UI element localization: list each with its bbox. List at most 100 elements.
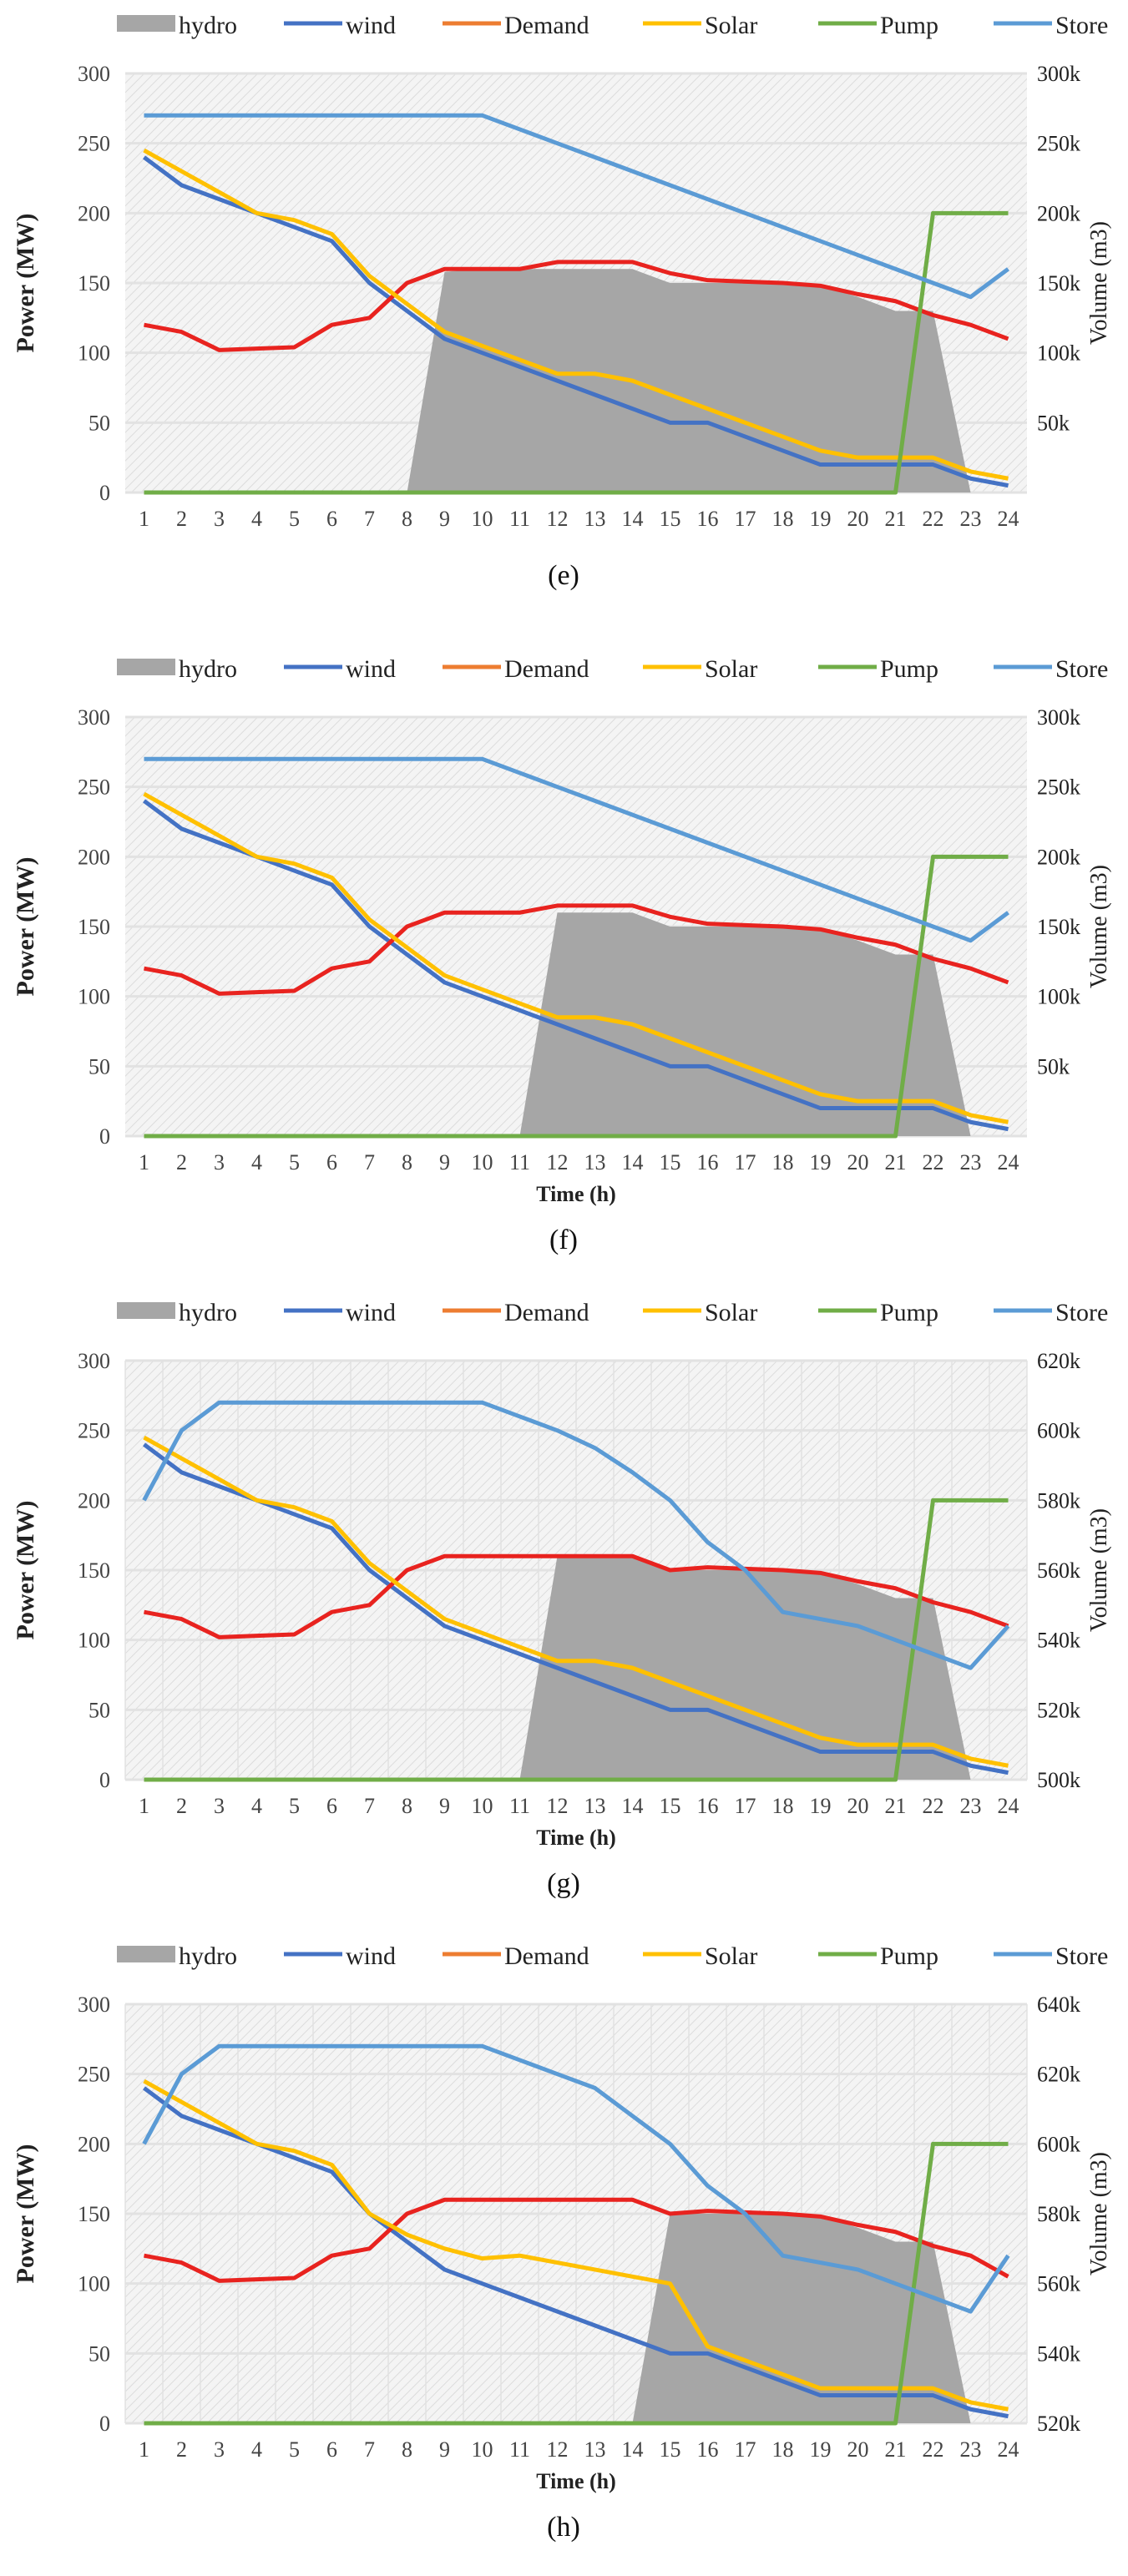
x-tick-label: 24 — [998, 507, 1019, 531]
y2-tick-label: 600k — [1037, 1419, 1080, 1443]
y2-tick-label: 250k — [1037, 775, 1080, 800]
series-line-store — [144, 756, 1009, 943]
x-tick-label: 3 — [214, 1794, 225, 1818]
y-tick-label: 100 — [78, 2272, 110, 2296]
legend-label: Pump — [880, 1942, 938, 1970]
legend-label: Demand — [504, 1942, 589, 1970]
x-tick-label: 15 — [660, 1794, 681, 1818]
y2-tick-label: 600k — [1037, 2132, 1080, 2156]
y-tick-label: 200 — [78, 845, 110, 869]
x-tick-label: 23 — [960, 1794, 982, 1818]
chart-caption: (f) — [549, 1225, 578, 1255]
y2-axis-title: Volume (m3) — [1086, 865, 1112, 988]
series-line-wind — [143, 1442, 1009, 1775]
legend-label: Store — [1055, 1942, 1108, 1970]
chart-panel-f: hydro wind Demand Solar Pump Store 0 50 100 150 20… — [0, 644, 1128, 1287]
legend-label: Pump — [880, 655, 938, 683]
series-line-store — [142, 2043, 1010, 2314]
series-line-solar — [143, 148, 1009, 481]
legend-label: wind — [346, 1942, 396, 1970]
y2-tick-label: 50k — [1037, 1054, 1070, 1078]
x-tick-label: 20 — [847, 507, 869, 531]
legend-item-solar: Solar — [643, 1299, 757, 1326]
y-tick-label: 50 — [89, 2341, 110, 2366]
x-tick-label: 14 — [622, 2437, 644, 2462]
series-line-wind — [143, 155, 1009, 488]
y-tick-label: 200 — [78, 201, 110, 225]
x-tick-label: 10 — [472, 1150, 493, 1174]
series-line-pump — [144, 1498, 1009, 1782]
legend-item-wind: wind — [284, 12, 396, 39]
x-tick-label: 3 — [214, 1150, 225, 1174]
y2-tick-label: 580k — [1037, 2202, 1080, 2226]
x-tick-label: 18 — [772, 507, 794, 531]
x-tick-label: 21 — [885, 507, 907, 531]
x-tick-label: 22 — [923, 1150, 944, 1174]
legend-swatch — [117, 1946, 175, 1962]
series-line-store — [142, 1400, 1010, 1670]
legend-item-pump: Pump — [818, 1942, 938, 1970]
x-tick-label: 4 — [251, 1150, 262, 1174]
y2-tick-label: 200k — [1037, 201, 1080, 225]
series-line-demand — [144, 903, 1009, 996]
y2-tick-label: 200k — [1037, 845, 1080, 869]
legend-item-wind: wind — [284, 1299, 396, 1326]
chart-svg: hydro wind Demand Solar Pump Store 0 50 100 150 20… — [12, 12, 1112, 591]
legend-item-hydro: hydro — [117, 1942, 237, 1970]
x-tick-label: 9 — [439, 507, 450, 531]
x-tick-label: 3 — [214, 507, 225, 531]
y-tick-label: 150 — [78, 915, 110, 939]
x-tick-label: 14 — [622, 507, 644, 531]
x-tick-label: 3 — [214, 2437, 225, 2462]
legend-label: hydro — [179, 1299, 237, 1326]
y2-tick-label: 300k — [1037, 62, 1080, 86]
legend-swatch — [117, 659, 175, 675]
x-tick-label: 19 — [810, 1150, 832, 1174]
x-tick-label: 20 — [847, 1150, 869, 1174]
legend-item-store: Store — [994, 1942, 1108, 1970]
x-tick-label: 18 — [772, 1794, 794, 1818]
x-tick-label: 23 — [960, 2437, 982, 2462]
y-axis-title: Power (MW) — [12, 1501, 39, 1640]
x-tick-label: 8 — [402, 1150, 412, 1174]
y2-tick-label: 100k — [1037, 985, 1080, 1009]
legend-item-solar: Solar — [643, 12, 757, 39]
legend-item-pump: Pump — [818, 12, 938, 39]
x-tick-label: 24 — [998, 1150, 1019, 1174]
x-tick-label: 12 — [547, 2437, 569, 2462]
x-tick-label: 4 — [251, 507, 262, 531]
x-tick-label: 24 — [998, 1794, 1019, 1818]
y-tick-label: 0 — [99, 1124, 110, 1149]
x-tick-label: 1 — [139, 1150, 149, 1174]
legend-label: Store — [1055, 655, 1108, 683]
chart-panel-h: hydro wind Demand Solar Pump Store 0 50 100 150 20… — [0, 1931, 1128, 2574]
series-line-demand — [144, 260, 1009, 352]
legend-item-store: Store — [994, 12, 1108, 39]
legend-item-demand: Demand — [443, 655, 589, 683]
x-tick-label: 8 — [402, 2437, 412, 2462]
legend-label: Solar — [705, 12, 757, 39]
x-tick-label: 1 — [139, 507, 149, 531]
y2-tick-label: 150k — [1037, 915, 1080, 939]
y2-tick-label: 540k — [1037, 2341, 1080, 2366]
x-tick-label: 16 — [697, 1794, 719, 1818]
y2-tick-label: 640k — [1037, 1993, 1080, 2017]
y-tick-label: 50 — [89, 411, 110, 435]
y-tick-label: 150 — [78, 271, 110, 295]
legend-item-solar: Solar — [643, 655, 757, 683]
x-tick-label: 23 — [960, 507, 982, 531]
legend-item-pump: Pump — [818, 655, 938, 683]
x-tick-label: 5 — [289, 1794, 300, 1818]
x-tick-label: 19 — [810, 507, 832, 531]
x-tick-label: 12 — [547, 1150, 569, 1174]
series-area-hydro — [144, 912, 1009, 1136]
chart-panel-e: hydro wind Demand Solar Pump Store 0 50 100 150 20… — [0, 0, 1128, 644]
legend-item-hydro: hydro — [117, 655, 237, 683]
x-tick-label: 2 — [176, 1150, 187, 1174]
legend-label: Solar — [705, 655, 757, 683]
legend-item-hydro: hydro — [117, 12, 237, 39]
legend-item-store: Store — [994, 1299, 1108, 1326]
chart-svg: hydro wind Demand Solar Pump Store 0 50 100 150 20… — [12, 1299, 1112, 1899]
x-axis-title: Time (h) — [536, 2469, 616, 2493]
y2-axis-title: Volume (m3) — [1086, 221, 1112, 345]
